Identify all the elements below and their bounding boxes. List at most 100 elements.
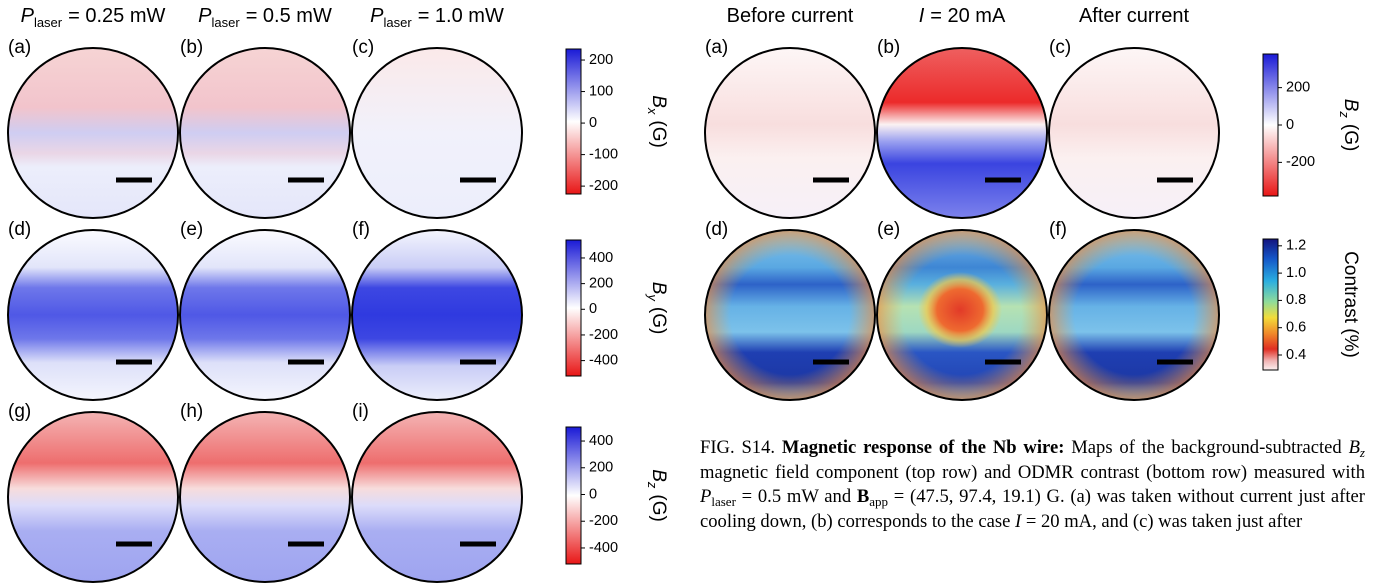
caption-heading: Magnetic response of the Nb wire: [781, 437, 1065, 458]
panel-label: (h) [180, 401, 203, 422]
colorbar [565, 48, 582, 195]
panel-label: (c) [352, 37, 374, 58]
colorbar-tick-label: -400 [589, 540, 618, 556]
colorbar-tick-label: 0 [589, 486, 597, 502]
column-header: Plaser = 0.25 mW [21, 5, 166, 30]
colorbar-symbol: B [648, 95, 669, 108]
panel-label: (c) [1049, 37, 1071, 58]
colorbar-tick-label: 200 [589, 52, 613, 68]
panel-label: (b) [180, 37, 203, 58]
column-header: Plaser = 1.0 mW [370, 5, 504, 30]
map [1049, 48, 1219, 218]
colorbar-tick-label: 1.0 [1286, 265, 1306, 281]
colorbar-label: Contrast (%) [1340, 251, 1361, 358]
map-hotspot [918, 272, 1002, 348]
map [8, 412, 178, 582]
panel-label: (g) [8, 401, 31, 422]
caption-label: FIG. S14. [700, 437, 776, 458]
map-border [351, 229, 523, 401]
map-border [704, 47, 876, 219]
caption-symbol: I [1014, 510, 1022, 532]
colorbar-label-text: Contrast (%) [1340, 251, 1361, 358]
colorbar-subscript: z [1337, 110, 1352, 118]
header-subscript: laser [34, 15, 63, 30]
caption-subscript: z [1359, 445, 1365, 460]
panel-label: (a) [705, 37, 728, 58]
caption-text: = 0.5 mW and [735, 486, 857, 508]
colorbar-tick-label: 100 [589, 83, 613, 99]
map [877, 48, 1047, 218]
colorbar-symbol: B [648, 282, 669, 295]
colorbar-tick-label: -400 [589, 352, 618, 368]
header-symbol: P [21, 5, 35, 27]
map [180, 412, 350, 582]
caption-symbol: B [1348, 437, 1360, 458]
colorbar-subscript: z [645, 481, 660, 489]
colorbar-label: Bz (G) [645, 469, 669, 522]
caption-subscript: laser [711, 494, 736, 510]
header-symbol: P [198, 5, 212, 27]
colorbar-tick-label: 400 [589, 250, 613, 266]
header-value: = 20 mA [930, 5, 1006, 27]
map-border [1048, 47, 1220, 219]
map-border [179, 47, 351, 219]
header-value: = 0.5 mW [246, 5, 332, 27]
map-border [1048, 229, 1220, 401]
colorbar-unit: (G) [648, 307, 669, 334]
colorbar-tick-label: 400 [589, 433, 613, 449]
header-value: = 1.0 mW [418, 5, 504, 27]
header-subscript: laser [212, 15, 241, 30]
colorbar-tick-label: 0 [1286, 117, 1294, 133]
colorbar [565, 426, 582, 565]
caption: FIG. S14. Magnetic response of the Nb wi… [700, 436, 1365, 585]
map [705, 48, 875, 218]
caption-text: Maps of the background-subtracted [1071, 437, 1349, 458]
colorbar-symbol: B [1340, 99, 1361, 112]
colorbar-tick-label: 0 [589, 115, 597, 131]
colorbar-tick-label: 200 [1286, 79, 1310, 95]
caption-text: = 20 mA, and (c) was taken just after [1021, 510, 1303, 532]
colorbar-unit: (G) [648, 494, 669, 521]
colorbar-tick-label: -100 [589, 146, 618, 162]
colorbar-tick-label: 0.6 [1286, 320, 1306, 336]
panel-label: (e) [877, 219, 900, 240]
colorbar-symbol: B [648, 469, 669, 482]
colorbar-tick-label: 0.4 [1286, 347, 1306, 363]
column-header: Before current [727, 5, 854, 27]
header-symbol: I [919, 5, 925, 27]
panel-label: (f) [1049, 219, 1067, 240]
panel-label: (b) [877, 37, 900, 58]
map-border [179, 411, 351, 583]
caption-text: magnetic field component (top row) and O… [700, 461, 1365, 483]
panel-label: (e) [180, 219, 203, 240]
map [352, 230, 522, 400]
colorbar-unit: (G) [648, 120, 669, 147]
colorbar-subscript: x [645, 107, 660, 115]
colorbar-tick-label: -200 [589, 327, 618, 343]
header-subscript: laser [384, 15, 413, 30]
header-text: After current [1079, 5, 1189, 27]
colorbar-label: By (G) [645, 282, 669, 335]
column-header: Plaser = 0.5 mW [198, 5, 332, 30]
caption-symbol: P [700, 486, 712, 508]
map-border [351, 47, 523, 219]
map-edge [705, 230, 875, 400]
map [180, 230, 350, 400]
colorbar-subscript: y [645, 293, 660, 302]
map [352, 412, 522, 582]
map [352, 48, 522, 218]
colorbar-tick-label: 0 [589, 301, 597, 317]
colorbar-tick-label: -200 [589, 513, 618, 529]
map-edge [1049, 230, 1219, 400]
map-border [351, 411, 523, 583]
panel-label: (a) [8, 37, 31, 58]
colorbar-tick-label: 200 [589, 275, 613, 291]
header-symbol: P [370, 5, 384, 27]
caption-text: = (47.5, 97.4, 19.1) G. (a) was taken wi… [700, 486, 1365, 532]
colorbar-tick-label: -200 [1286, 154, 1315, 170]
colorbar-tick-label: 0.8 [1286, 292, 1306, 308]
map [8, 230, 178, 400]
map-border [876, 47, 1048, 219]
